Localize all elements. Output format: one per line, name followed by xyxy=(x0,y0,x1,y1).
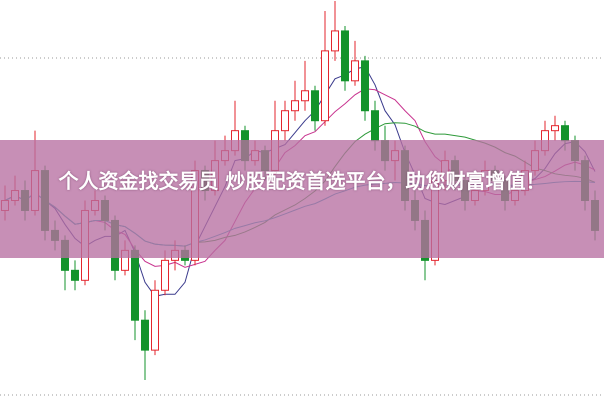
candle-down xyxy=(561,125,569,142)
candle-down xyxy=(341,30,349,82)
candle-up xyxy=(551,125,559,132)
candle-down xyxy=(361,60,369,112)
candle-down xyxy=(141,319,149,351)
candle-down xyxy=(131,249,139,321)
candle-up xyxy=(281,110,289,132)
candle-down xyxy=(311,90,319,122)
candle-up xyxy=(351,60,359,82)
candle-up xyxy=(161,259,169,291)
candle-up xyxy=(291,100,299,112)
candle-up xyxy=(331,30,339,52)
candle-down xyxy=(371,110,379,142)
promo-banner-text: 个人资金找交易员 炒股配资首选平台，助您财富增值！ xyxy=(58,169,546,193)
candle-up xyxy=(151,289,159,351)
candle-down xyxy=(71,269,79,281)
promo-banner xyxy=(0,140,604,258)
candle-up xyxy=(301,90,309,102)
candle-up xyxy=(321,50,329,122)
